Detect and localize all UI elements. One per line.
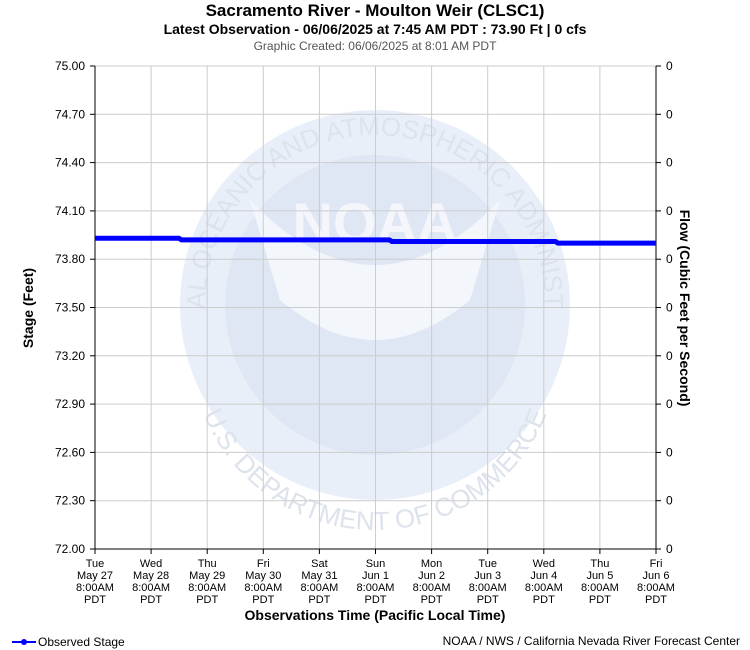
y-tick-label: 73.80 — [55, 252, 85, 266]
x-tick-label: Thu Jun 5 8:00AM PDT — [581, 558, 619, 606]
series-line-observed-stage — [95, 235, 656, 246]
legend: Observed Stage — [12, 635, 125, 649]
y-tick-label: 73.20 — [55, 349, 85, 363]
legend-line-icon — [12, 637, 36, 647]
y2-tick-label: 0 — [666, 301, 673, 315]
y-tick-label: 72.30 — [55, 494, 85, 508]
y2-tick-label: 0 — [666, 59, 673, 73]
y-tick-label: 73.50 — [55, 301, 85, 315]
x-tick-label: Tue May 27 8:00AM PDT — [76, 558, 114, 606]
noaa-watermark: NOAANATIONAL OCEANIC AND ATMOSPHERIC ADM… — [0, 0, 570, 536]
graphic-created: Graphic Created: 06/06/2025 at 8:01 AM P… — [253, 39, 497, 53]
y2-tick-label: 0 — [666, 204, 673, 218]
x-axis-label: Observations Time (Pacific Local Time) — [245, 607, 506, 623]
grid-lines — [94, 65, 657, 550]
y2-tick-label: 0 — [666, 445, 673, 459]
y2-tick-label: 0 — [666, 349, 673, 363]
x-tick-label: Wed Jun 4 8:00AM PDT — [525, 558, 563, 606]
x-tick-label: Thu May 29 8:00AM PDT — [188, 558, 226, 606]
y2-tick-label: 0 — [666, 542, 673, 556]
series-group — [95, 235, 656, 246]
y2-axis-ticks: 0 0 0 0 0 0 0 0 0 0 0 — [656, 59, 673, 556]
chart-title: Sacramento River - Moulton Weir (CLSC1) — [205, 1, 545, 20]
y-tick-label: 72.60 — [55, 445, 85, 459]
y2-axis-label: Flow (Cubic Feet per Second) — [677, 210, 693, 407]
x-tick-label: Fri May 30 8:00AM PDT — [244, 558, 282, 606]
x-axis-ticks: Tue May 27 8:00AM PDT Wed May 28 8:00AM PDT Thu M… — [76, 549, 675, 606]
y-axis-label: Stage (Feet) — [20, 268, 36, 348]
y2-tick-label: 0 — [666, 397, 673, 411]
x-tick-label: Fri Jun 6 8:00AM PDT — [637, 558, 675, 606]
y-tick-label: 72.90 — [55, 397, 85, 411]
legend-label: Observed Stage — [38, 635, 125, 649]
x-tick-label: Tue Jun 3 8:00AM PDT — [469, 558, 507, 606]
y2-tick-label: 0 — [666, 494, 673, 508]
y-tick-label: 74.70 — [55, 107, 85, 121]
y-axis-ticks: 75.00 74.70 74.40 74.10 73.80 73.50 73.20 72.90… — [55, 59, 95, 556]
x-tick-label: Mon Jun 2 8:00AM PDT — [413, 558, 451, 606]
y2-tick-label: 0 — [666, 252, 673, 266]
latest-observation: Latest Observation - 06/06/2025 at 7:45 … — [163, 21, 587, 37]
y2-tick-label: 0 — [666, 156, 673, 170]
y-tick-label: 72.00 — [55, 542, 85, 556]
x-tick-label: Sun Jun 1 8:00AM PDT — [357, 558, 395, 606]
y2-tick-label: 0 — [666, 107, 673, 121]
x-tick-label: Wed May 28 8:00AM PDT — [132, 558, 170, 606]
credit-text: NOAA / NWS / California Nevada River For… — [442, 634, 740, 648]
x-tick-label: Sat May 31 8:00AM PDT — [300, 558, 338, 606]
y-tick-label: 74.10 — [55, 204, 85, 218]
y-tick-label: 75.00 — [55, 59, 85, 73]
y-tick-label: 74.40 — [55, 156, 85, 170]
